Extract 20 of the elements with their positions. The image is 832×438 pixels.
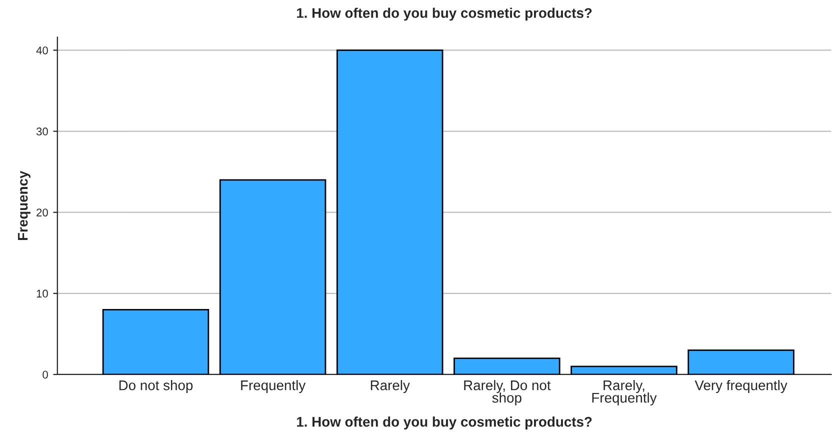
bar xyxy=(688,349,794,374)
y-tick-label: 20 xyxy=(36,208,48,216)
y-tick-label: 30 xyxy=(36,128,48,136)
x-tick-label: Very frequently xyxy=(694,380,788,393)
bar xyxy=(454,358,560,374)
bar xyxy=(102,308,210,374)
x-tick-label: Rarely xyxy=(370,380,410,393)
x-tick-label: Rarely, Do not shop xyxy=(464,380,551,406)
x-tick-label: Do not shop xyxy=(119,380,193,393)
y-axis-title: Frequency xyxy=(18,170,30,240)
bar xyxy=(336,50,444,374)
y-tick-label: 0 xyxy=(42,370,48,379)
x-tick-label: Rarely, Frequently xyxy=(592,380,657,406)
y-tick-label: 10 xyxy=(36,290,48,298)
chart-title: 1. How often do you buy cosmetic products? xyxy=(297,8,592,21)
x-axis-title: 1. How often do you buy cosmetic products? xyxy=(297,416,592,430)
bar xyxy=(570,366,678,374)
y-tick-label: 40 xyxy=(36,46,48,54)
bar xyxy=(219,179,326,374)
x-tick-label: Frequently xyxy=(241,380,306,393)
